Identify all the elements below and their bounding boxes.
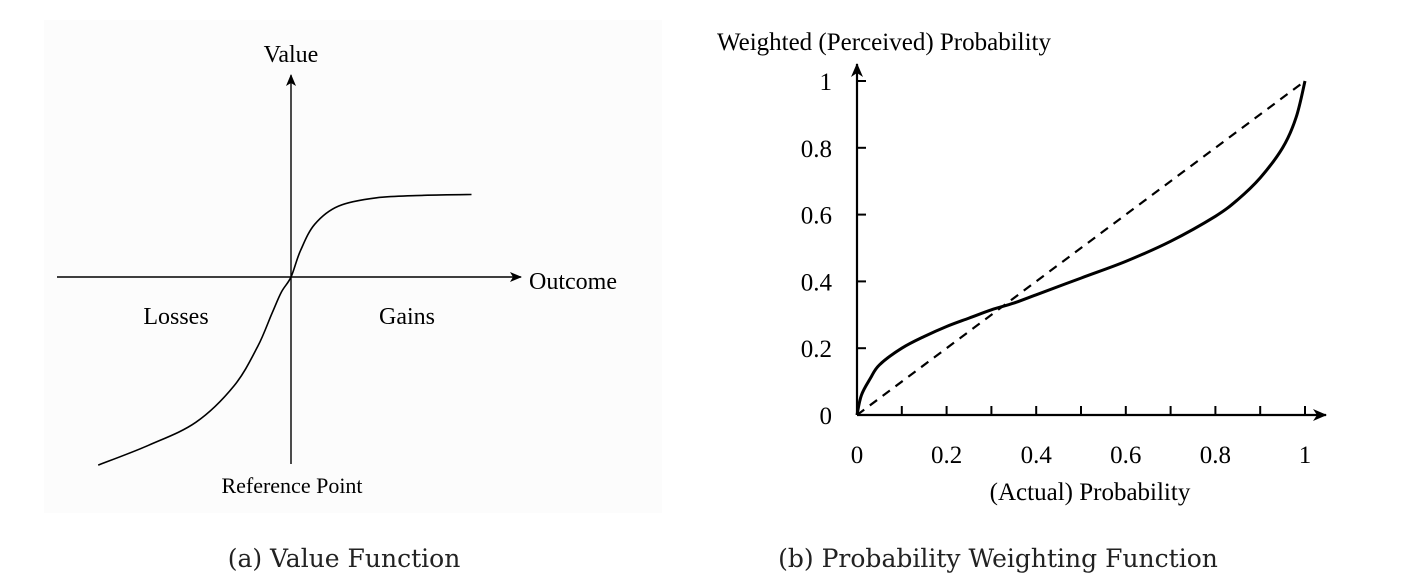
caption-b: (b) Probability Weighting Function <box>778 544 1218 573</box>
identity-dashed-line <box>856 80 1306 416</box>
y-tick-label: 0.4 <box>801 269 833 296</box>
y-tick-label: 0.2 <box>801 336 832 363</box>
value-function-chart: Value Outcome Losses Gains Reference Poi… <box>57 42 617 498</box>
x-tick-label: 0.4 <box>1021 442 1053 469</box>
x-tick-label: 0.8 <box>1200 442 1231 469</box>
y-tick-label: 0.8 <box>801 136 832 163</box>
y-tick-label: 0 <box>820 403 833 430</box>
x-axis-title: (Actual) Probability <box>990 479 1191 506</box>
y-tick-label: 0.6 <box>801 203 832 230</box>
x-tick-label: 0.2 <box>931 442 962 469</box>
outcome-axis-label: Outcome <box>529 269 617 295</box>
reference-point-label: Reference Point <box>221 473 362 498</box>
caption-a: (a) Value Function <box>228 544 461 573</box>
value-function-panel <box>44 20 662 513</box>
x-ticks: 0 0.2 0.4 0.6 0.8 1 <box>851 406 1312 469</box>
value-axis-label: Value <box>264 42 319 68</box>
weighting-curve <box>855 80 1307 416</box>
x-tick-label: 1 <box>1299 442 1312 469</box>
x-tick-label: 0 <box>851 442 864 469</box>
y-tick-label: 1 <box>820 69 833 96</box>
y-axis-title: Weighted (Perceived) Probability <box>717 29 1051 56</box>
x-tick-label: 0.6 <box>1110 442 1141 469</box>
y-ticks: 0 0.2 0.4 0.6 0.8 1 <box>801 69 866 430</box>
value-curve <box>97 193 472 466</box>
gains-label: Gains <box>379 304 435 330</box>
series-layer <box>855 80 1307 416</box>
losses-label: Losses <box>143 304 208 330</box>
probability-weighting-chart: Weighted (Perceived) Probability (Actual… <box>717 29 1327 506</box>
